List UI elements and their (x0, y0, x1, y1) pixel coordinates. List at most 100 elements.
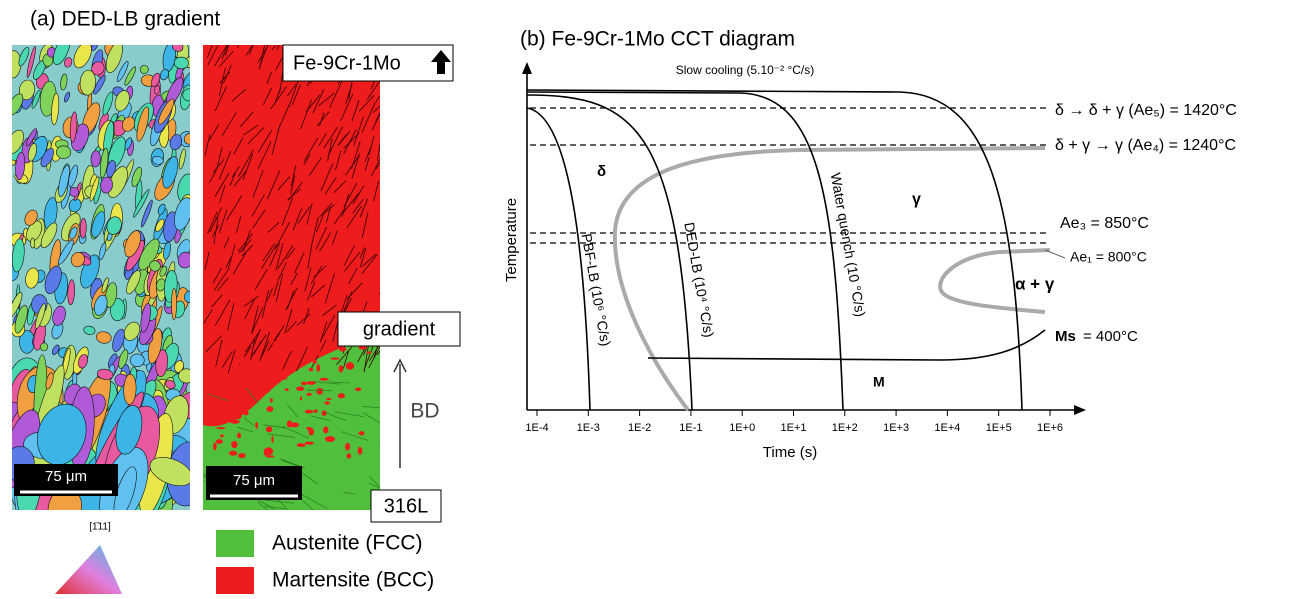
martensite (233, 344, 242, 350)
grain (52, 305, 66, 326)
lath (290, 272, 298, 285)
panel-a-title: (a) DED-LB gradient (30, 8, 220, 31)
lath (318, 92, 335, 107)
lath (260, 340, 270, 359)
bottom-label: 316L (384, 495, 429, 517)
lath (261, 244, 277, 270)
grain (102, 91, 114, 116)
lath (352, 185, 365, 204)
lath (218, 50, 234, 68)
lath (342, 193, 359, 213)
lath (343, 132, 360, 149)
martensite (325, 436, 336, 442)
lath (251, 307, 264, 334)
martensite (271, 435, 274, 444)
lath (211, 294, 223, 308)
lath (311, 216, 319, 243)
grain-boundary (334, 411, 365, 418)
grain (140, 302, 151, 333)
martensite (323, 426, 329, 434)
lath (231, 88, 247, 102)
grain (26, 220, 43, 242)
lath (322, 304, 337, 316)
grain (58, 164, 70, 198)
lath (261, 289, 269, 319)
lath (250, 334, 267, 358)
lath (243, 295, 259, 307)
martensite (220, 368, 230, 371)
lath (228, 244, 236, 269)
x-tick-label: 1E+2 (832, 422, 858, 434)
grain (178, 368, 190, 384)
grain (58, 239, 74, 265)
grain (123, 373, 137, 405)
grain (97, 368, 114, 380)
lath (208, 169, 217, 183)
label-box (337, 311, 461, 347)
grain (90, 150, 101, 168)
x-tick-label: 1E+4 (934, 422, 960, 434)
lath (214, 299, 231, 326)
lath (333, 209, 345, 225)
grain (155, 218, 165, 232)
grain-boundary (263, 424, 286, 429)
lath (359, 247, 365, 259)
lath (282, 350, 292, 371)
grain-boundary (306, 389, 333, 392)
lath (323, 126, 339, 149)
martensite (264, 350, 273, 356)
lath (325, 206, 331, 223)
grain-boundary (368, 476, 380, 488)
martensite (214, 408, 218, 411)
martensite (203, 375, 207, 379)
grain-boundary (378, 443, 380, 445)
lath (267, 222, 280, 233)
lath (229, 173, 236, 186)
lath (203, 309, 213, 324)
grain-boundary (286, 404, 299, 418)
lath (207, 45, 213, 58)
lath (331, 230, 338, 245)
grain (64, 91, 71, 103)
lath (337, 130, 351, 146)
lath (213, 267, 230, 291)
grain (157, 203, 166, 215)
martensite (316, 364, 321, 372)
grain (126, 270, 141, 295)
martensite (265, 455, 275, 458)
grain-boundary (245, 387, 259, 404)
grain (162, 156, 179, 189)
grain (37, 403, 87, 466)
grain-boundary (302, 500, 314, 510)
grain (91, 45, 99, 51)
grain (184, 290, 190, 303)
grain (158, 98, 175, 125)
lath (306, 203, 313, 226)
lath (252, 170, 264, 198)
lath (237, 233, 254, 252)
grain-boundary (300, 493, 328, 510)
martensite (338, 365, 344, 373)
lath (324, 177, 337, 195)
lath (244, 299, 255, 320)
lath (365, 45, 367, 46)
grain (98, 242, 107, 261)
grain (70, 251, 85, 268)
grain (45, 372, 54, 390)
legend-label: Martensite (BCC) (272, 569, 434, 592)
martensite (357, 446, 363, 455)
lath (205, 335, 223, 353)
grain (30, 237, 35, 249)
lath (364, 147, 372, 162)
lath (343, 129, 357, 154)
grain (105, 45, 123, 73)
grain (91, 211, 106, 238)
middle-label: gradient (363, 318, 436, 340)
lath (371, 158, 380, 177)
lath (376, 141, 380, 161)
lath (307, 241, 313, 269)
lath (277, 262, 287, 281)
x-tick-label: 1E+5 (986, 422, 1012, 434)
grain (182, 88, 190, 102)
lath (296, 313, 311, 326)
